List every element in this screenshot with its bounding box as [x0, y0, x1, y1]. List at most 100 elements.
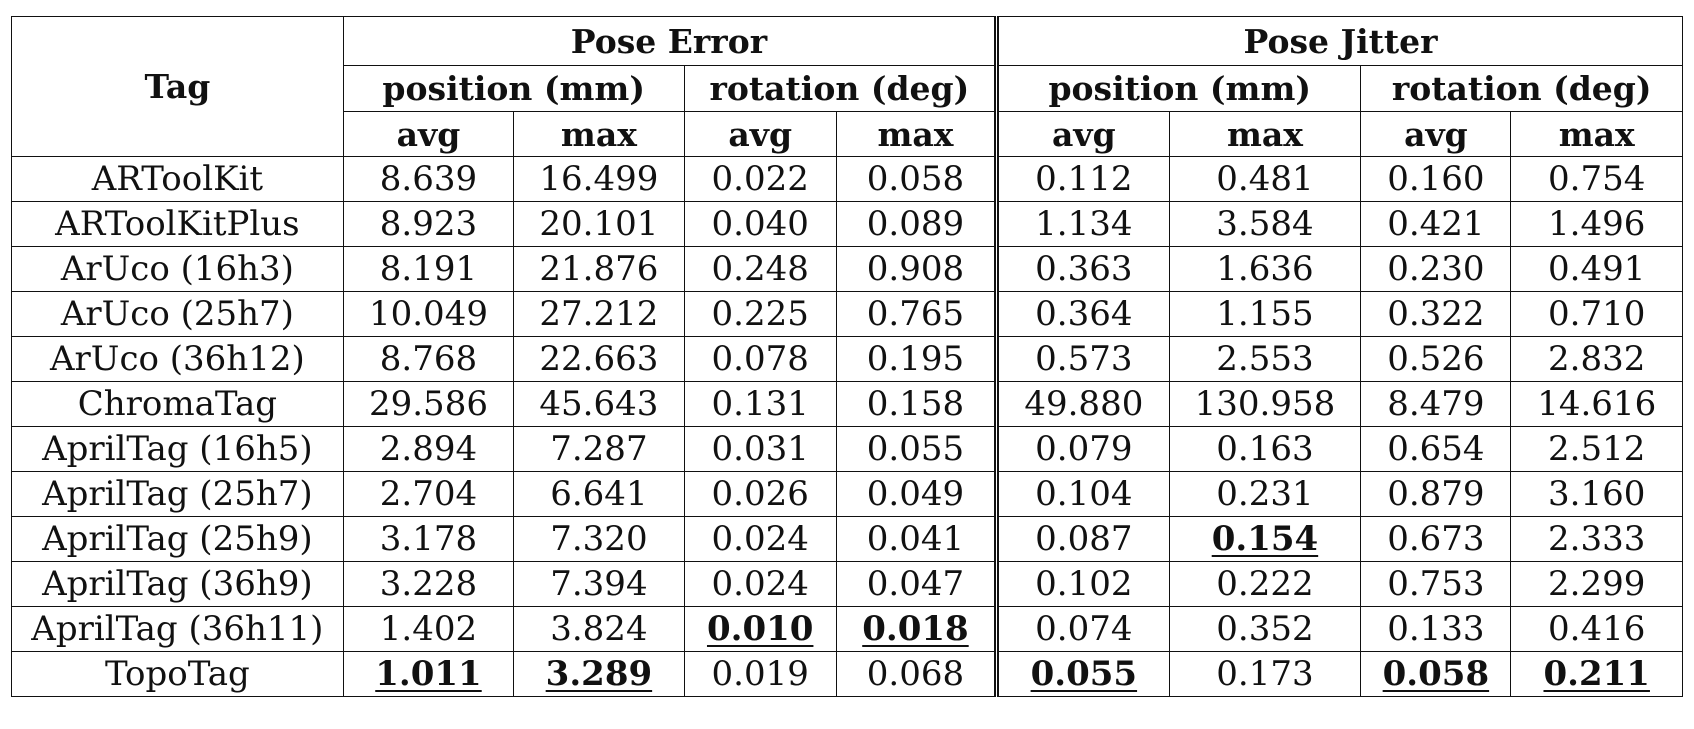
- value-cell: 0.160: [1360, 156, 1512, 202]
- best-value-cell: 3.289: [513, 651, 685, 697]
- stat-header: max: [835, 111, 998, 157]
- value-cell: 0.024: [683, 516, 837, 562]
- value-cell: 0.112: [994, 156, 1170, 202]
- value-cell: 0.231: [1168, 471, 1362, 517]
- value-cell: 1.155: [1168, 291, 1362, 337]
- best-value-cell: 0.018: [835, 606, 998, 652]
- stat-header: max: [513, 111, 685, 157]
- value-cell: 2.299: [1510, 561, 1683, 607]
- tag-name-cell: AprilTag (16h5): [11, 426, 344, 472]
- tag-column-header: Tag: [11, 16, 344, 157]
- table-row: AprilTag (25h7) 2.704 6.641 0.026 0.049 …: [11, 471, 1683, 517]
- value-cell: 0.074: [994, 606, 1170, 652]
- value-cell: 0.158: [835, 381, 998, 427]
- value-cell: 8.768: [342, 336, 515, 382]
- value-cell: 130.958: [1168, 381, 1362, 427]
- value-cell: 1.134: [994, 201, 1170, 247]
- value-cell: 0.222: [1168, 561, 1362, 607]
- value-cell: 2.894: [342, 426, 515, 472]
- value-cell: 8.479: [1360, 381, 1512, 427]
- value-cell: 2.832: [1510, 336, 1683, 382]
- value-cell: 29.586: [342, 381, 515, 427]
- value-cell: 2.704: [342, 471, 515, 517]
- value-cell: 0.040: [683, 201, 837, 247]
- value-cell: 0.022: [683, 156, 837, 202]
- tag-name-cell: AprilTag (25h7): [11, 471, 344, 517]
- best-value-cell: 0.055: [994, 651, 1170, 697]
- value-cell: 1.636: [1168, 246, 1362, 292]
- value-cell: 7.287: [513, 426, 685, 472]
- value-cell: 0.754: [1510, 156, 1683, 202]
- tag-name-cell: AprilTag (36h11): [11, 606, 344, 652]
- best-value-cell: 0.154: [1168, 516, 1362, 562]
- value-cell: 8.923: [342, 201, 515, 247]
- pose-error-header: Pose Error: [342, 16, 998, 66]
- tag-name-cell: ChromaTag: [11, 381, 344, 427]
- value-cell: 0.352: [1168, 606, 1362, 652]
- value-cell: 0.753: [1360, 561, 1512, 607]
- table-row: ChromaTag 29.586 45.643 0.131 0.158 49.8…: [11, 381, 1683, 427]
- value-cell: 0.133: [1360, 606, 1512, 652]
- stat-header: max: [1168, 111, 1362, 157]
- value-cell: 0.526: [1360, 336, 1512, 382]
- results-table: Tag Pose Error Pose Jitter position (mm)…: [11, 16, 1683, 697]
- value-cell: 21.876: [513, 246, 685, 292]
- tag-name-cell: ARToolKit: [11, 156, 344, 202]
- value-cell: 0.416: [1510, 606, 1683, 652]
- value-cell: 7.394: [513, 561, 685, 607]
- tag-name-cell: ArUco (25h7): [11, 291, 344, 337]
- table-row: ArUco (16h3) 8.191 21.876 0.248 0.908 0.…: [11, 246, 1683, 292]
- value-cell: 45.643: [513, 381, 685, 427]
- error-position-header: position (mm): [342, 65, 685, 112]
- tag-name-cell: AprilTag (36h9): [11, 561, 344, 607]
- value-cell: 7.320: [513, 516, 685, 562]
- value-cell: 0.195: [835, 336, 998, 382]
- value-cell: 0.087: [994, 516, 1170, 562]
- value-cell: 6.641: [513, 471, 685, 517]
- stat-header: max: [1510, 111, 1683, 157]
- header-row-stats: avg max avg max avg max avg max: [12, 111, 1683, 157]
- stat-header: avg: [683, 111, 837, 157]
- value-cell: 1.496: [1510, 201, 1683, 247]
- value-cell: 0.026: [683, 471, 837, 517]
- value-cell: 0.131: [683, 381, 837, 427]
- value-cell: 3.178: [342, 516, 515, 562]
- value-cell: 0.031: [683, 426, 837, 472]
- value-cell: 0.421: [1360, 201, 1512, 247]
- value-cell: 0.673: [1360, 516, 1512, 562]
- tag-name-cell: ArUco (36h12): [11, 336, 344, 382]
- tag-name-cell: TopoTag: [11, 651, 344, 697]
- value-cell: 0.230: [1360, 246, 1512, 292]
- best-value-cell: 0.058: [1360, 651, 1512, 697]
- error-rotation-header: rotation (deg): [683, 65, 998, 112]
- value-cell: 27.212: [513, 291, 685, 337]
- table-row: AprilTag (36h11) 1.402 3.824 0.010 0.018…: [11, 606, 1683, 652]
- value-cell: 0.322: [1360, 291, 1512, 337]
- value-cell: 0.364: [994, 291, 1170, 337]
- best-value-cell: 0.010: [683, 606, 837, 652]
- value-cell: 0.173: [1168, 651, 1362, 697]
- jitter-position-header: position (mm): [994, 65, 1362, 112]
- table-row: ArUco (36h12) 8.768 22.663 0.078 0.195 0…: [11, 336, 1683, 382]
- value-cell: 8.639: [342, 156, 515, 202]
- value-cell: 0.481: [1168, 156, 1362, 202]
- value-cell: 3.228: [342, 561, 515, 607]
- value-cell: 0.654: [1360, 426, 1512, 472]
- value-cell: 0.225: [683, 291, 837, 337]
- table-row: TopoTag 1.011 3.289 0.019 0.068 0.055 0.…: [11, 651, 1683, 697]
- value-cell: 0.019: [683, 651, 837, 697]
- value-cell: 10.049: [342, 291, 515, 337]
- best-value-cell: 0.211: [1510, 651, 1683, 697]
- value-cell: 3.160: [1510, 471, 1683, 517]
- value-cell: 0.047: [835, 561, 998, 607]
- best-value-cell: 1.011: [342, 651, 515, 697]
- tag-name-cell: ARToolKitPlus: [11, 201, 344, 247]
- value-cell: 1.402: [342, 606, 515, 652]
- value-cell: 0.089: [835, 201, 998, 247]
- value-cell: 3.584: [1168, 201, 1362, 247]
- value-cell: 2.333: [1510, 516, 1683, 562]
- table-row: AprilTag (25h9) 3.178 7.320 0.024 0.041 …: [11, 516, 1683, 562]
- value-cell: 0.710: [1510, 291, 1683, 337]
- value-cell: 0.078: [683, 336, 837, 382]
- value-cell: 0.058: [835, 156, 998, 202]
